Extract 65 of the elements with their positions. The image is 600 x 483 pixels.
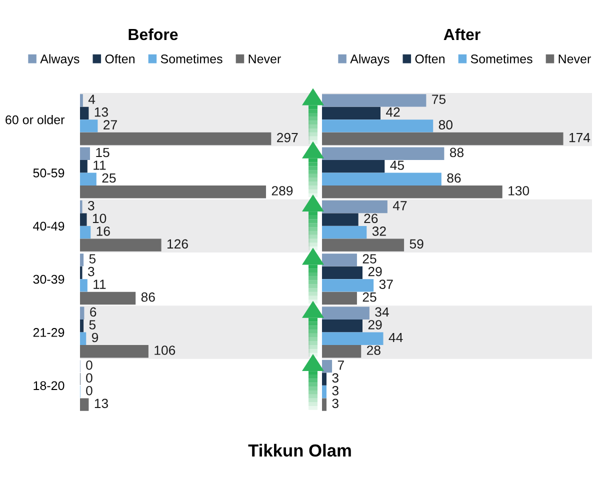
- data-label: 10: [92, 214, 106, 224]
- data-label: 88: [450, 148, 464, 158]
- data-label: 42: [386, 107, 400, 117]
- legend-label: Often: [105, 54, 134, 64]
- data-label: 59: [410, 239, 424, 249]
- data-label: 106: [154, 346, 176, 355]
- data-label: 75: [432, 94, 446, 104]
- data-label: 25: [362, 254, 376, 264]
- data-label: 7: [338, 360, 344, 370]
- data-label: 11: [94, 280, 106, 289]
- chart-title: Before: [128, 28, 178, 40]
- legend-label: Never: [248, 54, 281, 64]
- data-label: 3: [88, 200, 94, 210]
- data-label: 0: [86, 386, 92, 396]
- data-label: 86: [141, 292, 155, 302]
- data-label: 29: [368, 320, 382, 330]
- data-label: 26: [364, 214, 378, 224]
- data-label: 297: [277, 132, 298, 142]
- data-label: 9: [92, 332, 98, 342]
- data-label: 45: [390, 160, 404, 170]
- legend-label: Sometimes: [160, 54, 222, 64]
- y-tick-label: 40-49: [33, 222, 64, 231]
- y-tick-label: 30-39: [33, 274, 64, 284]
- data-label: 289: [272, 186, 293, 196]
- legend-label: Always: [40, 54, 80, 66]
- y-tick-label: 18-20: [34, 381, 64, 390]
- data-label: 29: [368, 266, 382, 276]
- data-label: 86: [447, 173, 461, 183]
- data-label: 3: [332, 398, 338, 408]
- data-label: 32: [372, 226, 386, 236]
- data-label: 47: [392, 201, 407, 210]
- data-label: 6: [90, 307, 96, 317]
- data-label: 3: [332, 373, 338, 383]
- legend-label: Never: [558, 54, 591, 64]
- data-label: 16: [96, 226, 110, 236]
- y-tick-label: 21-29: [33, 328, 64, 337]
- data-label: 44: [388, 332, 403, 342]
- data-label: 0: [86, 373, 92, 383]
- data-label: 37: [379, 280, 393, 290]
- data-label: 80: [438, 120, 452, 130]
- data-label: 0: [86, 360, 92, 370]
- data-label: 5: [89, 254, 96, 264]
- legend-label: Sometimes: [470, 54, 532, 64]
- data-label: 4: [88, 94, 96, 104]
- data-label: 25: [102, 173, 116, 183]
- data-label: 34: [375, 307, 389, 317]
- data-label: 5: [89, 320, 96, 330]
- y-tick-label: 50-59: [33, 168, 64, 178]
- data-label: 3: [332, 386, 338, 396]
- text: Always: [350, 54, 390, 66]
- data-label: 27: [104, 120, 117, 130]
- data-label: 126: [168, 239, 188, 249]
- data-label: 11: [94, 160, 106, 170]
- data-label: 15: [96, 148, 110, 158]
- data-label: 13: [94, 398, 108, 408]
- y-tick-label: 60 or older: [6, 115, 65, 124]
- data-label: 25: [362, 292, 376, 302]
- data-label: 3: [88, 266, 94, 276]
- legend-label: Often: [415, 54, 444, 64]
- chart-title: After: [444, 28, 480, 40]
- text: Tikkun Olam: [248, 444, 351, 457]
- data-label: 13: [94, 107, 108, 117]
- data-label: 130: [508, 186, 530, 196]
- data-label: 28: [366, 346, 380, 355]
- data-label: 174: [569, 133, 590, 142]
